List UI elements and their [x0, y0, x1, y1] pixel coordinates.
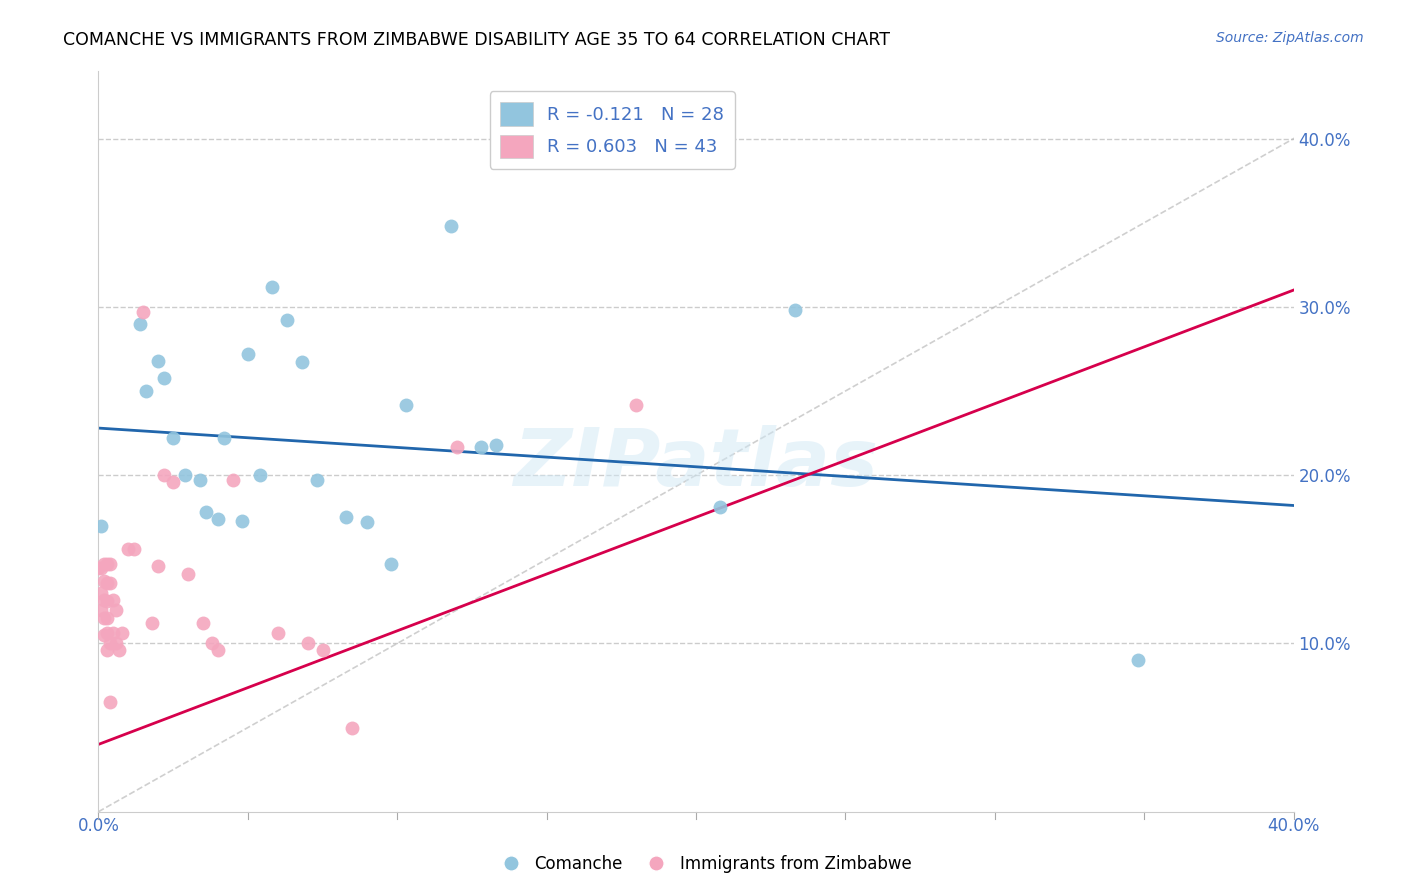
- Point: [207, 512, 229, 526]
- Point: [626, 398, 648, 412]
- Point: [212, 431, 235, 445]
- Point: [105, 603, 128, 617]
- Point: [96, 558, 118, 572]
- Point: [380, 558, 402, 572]
- Point: [162, 475, 184, 489]
- Point: [783, 303, 806, 318]
- Point: [335, 510, 357, 524]
- Point: [153, 370, 176, 384]
- Point: [249, 468, 271, 483]
- Point: [90, 586, 112, 600]
- Point: [103, 592, 125, 607]
- Point: [1128, 653, 1150, 667]
- Point: [446, 440, 468, 454]
- Point: [291, 355, 314, 369]
- Point: [485, 438, 508, 452]
- Point: [96, 594, 118, 608]
- Point: [709, 500, 731, 515]
- Point: [98, 558, 122, 572]
- Point: [207, 643, 229, 657]
- Point: [153, 468, 176, 483]
- Point: [111, 626, 134, 640]
- Point: [93, 628, 115, 642]
- Point: [305, 473, 328, 487]
- Point: [117, 542, 139, 557]
- Point: [440, 219, 463, 234]
- Point: [103, 626, 125, 640]
- Point: [162, 431, 184, 445]
- Point: [174, 468, 197, 483]
- Point: [96, 575, 118, 590]
- Legend: R = -0.121   N = 28, R = 0.603   N = 43: R = -0.121 N = 28, R = 0.603 N = 43: [489, 92, 735, 169]
- Point: [195, 505, 218, 519]
- Point: [342, 721, 364, 735]
- Point: [267, 626, 290, 640]
- Text: COMANCHE VS IMMIGRANTS FROM ZIMBABWE DISABILITY AGE 35 TO 64 CORRELATION CHART: COMANCHE VS IMMIGRANTS FROM ZIMBABWE DIS…: [63, 31, 890, 49]
- Legend: Comanche, Immigrants from Zimbabwe: Comanche, Immigrants from Zimbabwe: [488, 848, 918, 880]
- Point: [141, 616, 163, 631]
- Point: [188, 473, 211, 487]
- Point: [129, 317, 152, 331]
- Point: [356, 516, 378, 530]
- Point: [148, 353, 170, 368]
- Point: [276, 313, 298, 327]
- Point: [96, 611, 118, 625]
- Point: [135, 384, 157, 398]
- Point: [96, 626, 118, 640]
- Point: [93, 611, 115, 625]
- Point: [90, 518, 112, 533]
- Point: [124, 542, 146, 557]
- Text: ZIPatlas: ZIPatlas: [513, 425, 879, 503]
- Point: [395, 398, 418, 412]
- Point: [93, 558, 115, 572]
- Point: [236, 347, 259, 361]
- Point: [98, 695, 122, 709]
- Point: [93, 574, 115, 589]
- Point: [177, 567, 200, 582]
- Point: [132, 305, 155, 319]
- Point: [96, 643, 118, 657]
- Point: [93, 592, 115, 607]
- Point: [108, 643, 131, 657]
- Point: [98, 636, 122, 650]
- Point: [297, 636, 319, 650]
- Point: [191, 616, 214, 631]
- Point: [105, 636, 128, 650]
- Point: [90, 603, 112, 617]
- Point: [98, 575, 122, 590]
- Point: [311, 643, 333, 657]
- Point: [148, 559, 170, 574]
- Text: Source: ZipAtlas.com: Source: ZipAtlas.com: [1216, 31, 1364, 45]
- Point: [87, 560, 110, 574]
- Point: [470, 440, 492, 454]
- Point: [222, 473, 245, 487]
- Point: [231, 514, 253, 528]
- Point: [90, 560, 112, 574]
- Point: [201, 636, 224, 650]
- Point: [260, 279, 283, 293]
